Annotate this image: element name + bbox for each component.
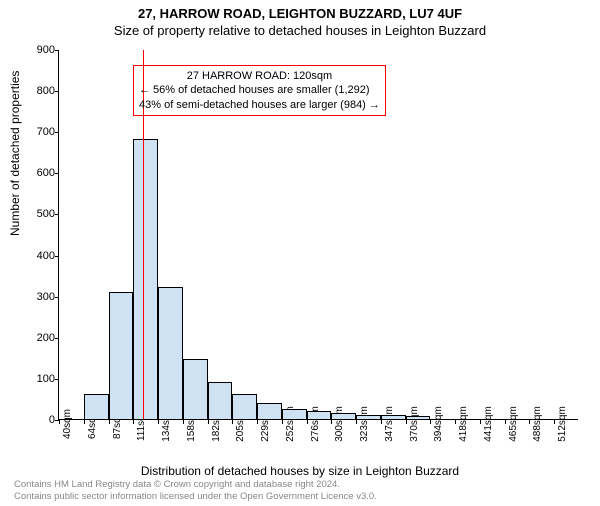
histogram-bar: [307, 411, 332, 419]
histogram-bar: [133, 139, 158, 419]
x-tick-label: 441sqm: [483, 406, 494, 442]
annotation-line: ← 56% of detached houses are smaller (1,…: [139, 83, 380, 97]
histogram-bar: [257, 403, 282, 419]
y-tick-label: 900: [15, 44, 55, 56]
histogram-bar: [232, 394, 257, 419]
y-tick-label: 400: [15, 250, 55, 262]
x-tick-mark: [381, 420, 382, 424]
x-tick-mark: [282, 420, 283, 424]
x-tick-mark: [455, 420, 456, 424]
footer-attribution: Contains HM Land Registry data © Crown c…: [14, 479, 377, 502]
x-tick-label: 418sqm: [458, 406, 469, 442]
plot-area: 010020030040050060070080090040sqm64sqm87…: [58, 50, 578, 420]
y-tick-mark: [55, 297, 59, 298]
x-tick-label: 347sqm: [384, 406, 395, 442]
y-tick-mark: [55, 214, 59, 215]
x-tick-mark: [59, 420, 60, 424]
x-tick-mark: [430, 420, 431, 424]
x-tick-label: 300sqm: [334, 406, 345, 442]
y-tick-label: 100: [15, 373, 55, 385]
x-tick-mark: [232, 420, 233, 424]
histogram-bar: [381, 415, 406, 419]
footer-line-2: Contains public sector information licen…: [14, 491, 377, 502]
x-tick-label: 370sqm: [409, 406, 420, 442]
histogram-bar: [406, 416, 431, 419]
histogram-bar: [282, 409, 307, 419]
histogram-bar: [158, 287, 183, 419]
x-tick-mark: [208, 420, 209, 424]
annotation-line: 27 HARROW ROAD: 120sqm: [139, 69, 380, 83]
x-tick-mark: [158, 420, 159, 424]
y-tick-mark: [55, 338, 59, 339]
x-tick-mark: [529, 420, 530, 424]
x-tick-mark: [505, 420, 506, 424]
x-tick-label: 488sqm: [532, 406, 543, 442]
footer-line-1: Contains HM Land Registry data © Crown c…: [14, 479, 377, 490]
x-tick-mark: [133, 420, 134, 424]
y-tick-mark: [55, 91, 59, 92]
x-tick-mark: [109, 420, 110, 424]
chart-container: 010020030040050060070080090040sqm64sqm87…: [58, 50, 578, 420]
y-tick-mark: [55, 379, 59, 380]
x-tick-label: 394sqm: [433, 406, 444, 442]
x-tick-mark: [406, 420, 407, 424]
x-tick-label: 512sqm: [557, 406, 568, 442]
y-tick-label: 600: [15, 167, 55, 179]
chart-title-sub: Size of property relative to detached ho…: [0, 23, 600, 38]
y-tick-label: 700: [15, 126, 55, 138]
histogram-bar: [109, 292, 134, 419]
histogram-bar: [183, 359, 208, 419]
y-tick-label: 0: [15, 414, 55, 426]
y-tick-mark: [55, 173, 59, 174]
y-tick-mark: [55, 132, 59, 133]
y-tick-label: 300: [15, 291, 55, 303]
x-tick-label: 40sqm: [62, 409, 73, 439]
annotation-box: 27 HARROW ROAD: 120sqm← 56% of detached …: [133, 65, 386, 116]
x-tick-mark: [554, 420, 555, 424]
y-tick-label: 200: [15, 332, 55, 344]
x-tick-mark: [183, 420, 184, 424]
annotation-line: 43% of semi-detached houses are larger (…: [139, 98, 380, 112]
x-tick-mark: [257, 420, 258, 424]
chart-title-main: 27, HARROW ROAD, LEIGHTON BUZZARD, LU7 4…: [0, 6, 600, 21]
histogram-bar: [356, 415, 381, 419]
x-tick-mark: [331, 420, 332, 424]
y-tick-label: 500: [15, 208, 55, 220]
x-tick-mark: [480, 420, 481, 424]
histogram-bar: [208, 382, 233, 419]
x-tick-mark: [84, 420, 85, 424]
y-tick-mark: [55, 50, 59, 51]
x-tick-mark: [356, 420, 357, 424]
histogram-bar: [84, 394, 109, 419]
x-axis-label: Distribution of detached houses by size …: [0, 464, 600, 478]
x-tick-label: 323sqm: [359, 406, 370, 442]
x-tick-mark: [307, 420, 308, 424]
y-tick-mark: [55, 256, 59, 257]
x-tick-label: 465sqm: [508, 406, 519, 442]
y-tick-label: 800: [15, 85, 55, 97]
histogram-bar: [331, 413, 356, 419]
